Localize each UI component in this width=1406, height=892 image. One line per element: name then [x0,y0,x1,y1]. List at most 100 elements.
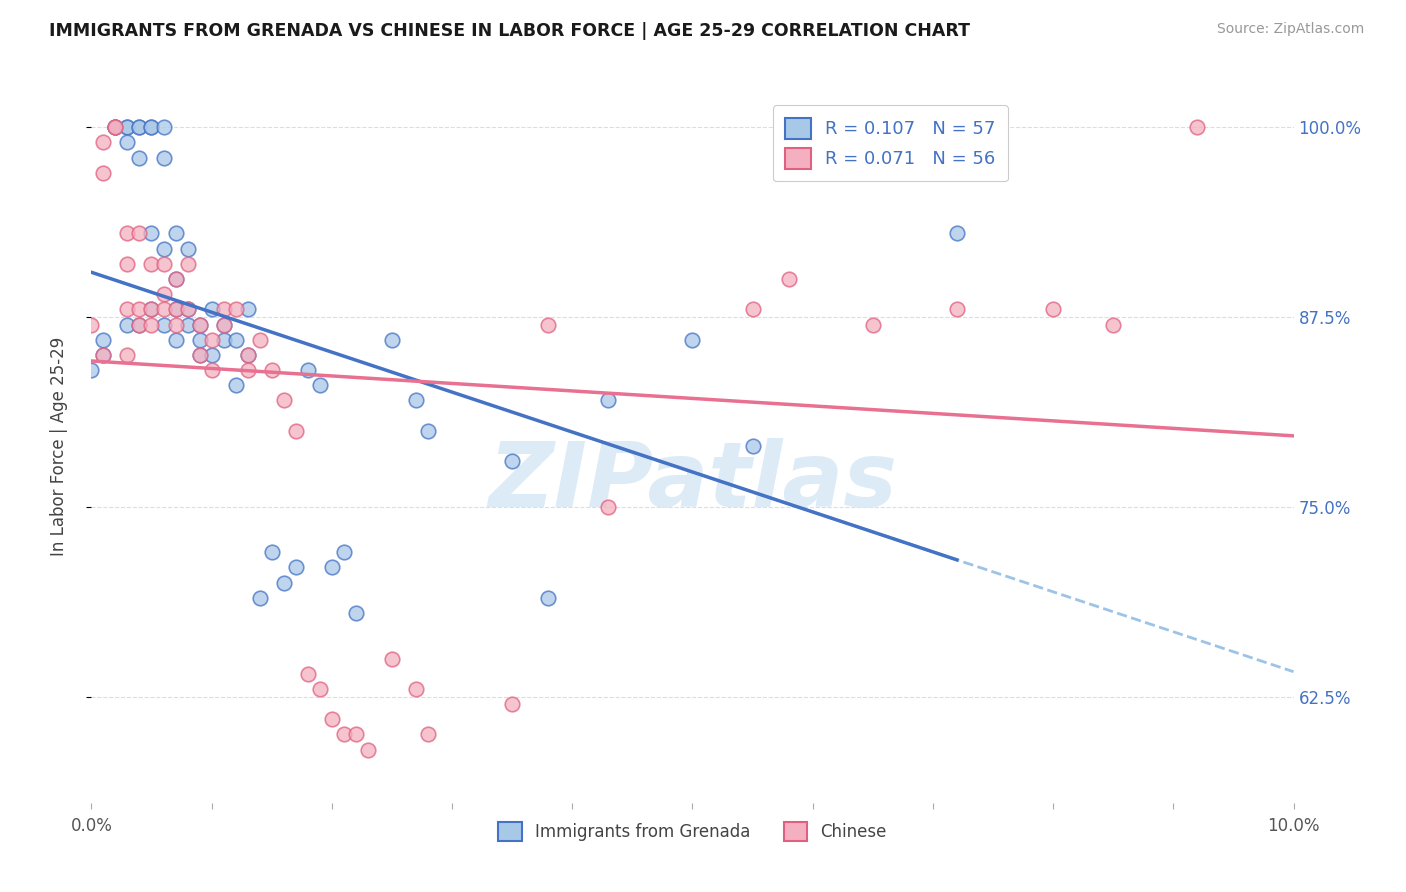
Point [141,318,163,332]
Point [128,318,150,332]
Point [308,681,330,696]
Point [201,333,224,347]
Point [225,378,247,392]
Point [1042,302,1064,317]
Point [152,257,174,271]
Point [598,500,620,514]
Point [80,363,103,377]
Point [93,333,115,347]
Point [1102,318,1125,332]
Point [152,242,174,256]
Point [104,120,127,135]
Point [405,681,427,696]
Point [201,302,224,317]
Point [117,257,139,271]
Point [416,727,439,741]
Point [117,348,139,362]
Y-axis label: In Labor Force | Age 25-29: In Labor Force | Age 25-29 [49,336,67,556]
Point [152,287,174,301]
Point [212,302,235,317]
Point [598,393,620,408]
Point [297,363,319,377]
Point [381,333,404,347]
Point [152,318,174,332]
Point [165,333,187,347]
Point [236,302,259,317]
Point [188,348,211,362]
Point [225,302,247,317]
Point [104,120,127,135]
Text: ZIPatlas: ZIPatlas [488,438,897,525]
Point [188,318,211,332]
Point [344,606,367,620]
Point [104,120,127,135]
Point [117,302,139,317]
Point [537,591,560,605]
Point [381,651,404,665]
Point [152,302,174,317]
Point [201,363,224,377]
Point [333,727,356,741]
Point [165,302,187,317]
Point [236,363,259,377]
Point [501,454,523,468]
Point [128,227,150,241]
Point [176,302,198,317]
Point [80,318,103,332]
Point [152,151,174,165]
Point [201,348,224,362]
Point [141,302,163,317]
Point [260,545,283,559]
Point [93,348,115,362]
Legend: Immigrants from Grenada, Chinese: Immigrants from Grenada, Chinese [492,815,893,848]
Point [225,333,247,347]
Point [176,257,198,271]
Point [297,666,319,681]
Point [416,424,439,438]
Point [152,120,174,135]
Point [176,242,198,256]
Text: IMMIGRANTS FROM GRENADA VS CHINESE IN LABOR FORCE | AGE 25-29 CORRELATION CHART: IMMIGRANTS FROM GRENADA VS CHINESE IN LA… [49,22,970,40]
Point [104,120,127,135]
Point [93,348,115,362]
Point [188,348,211,362]
Point [284,424,307,438]
Point [165,272,187,286]
Text: Source: ZipAtlas.com: Source: ZipAtlas.com [1216,22,1364,37]
Point [236,348,259,362]
Point [212,333,235,347]
Point [681,333,703,347]
Point [165,318,187,332]
Point [141,120,163,135]
Point [128,120,150,135]
Point [117,120,139,135]
Point [249,333,271,347]
Point [117,227,139,241]
Point [93,136,115,150]
Point [117,136,139,150]
Point [946,227,969,241]
Point [321,560,343,574]
Point [188,318,211,332]
Point [273,393,295,408]
Point [128,120,150,135]
Point [862,318,884,332]
Point [357,742,380,756]
Point [176,318,198,332]
Point [188,333,211,347]
Point [405,393,427,408]
Point [284,560,307,574]
Point [165,272,187,286]
Point [141,302,163,317]
Point [260,363,283,377]
Point [741,439,763,453]
Point [141,120,163,135]
Point [1187,120,1209,135]
Point [117,120,139,135]
Point [321,712,343,726]
Point [333,545,356,559]
Point [165,227,187,241]
Point [344,727,367,741]
Point [946,302,969,317]
Point [141,227,163,241]
